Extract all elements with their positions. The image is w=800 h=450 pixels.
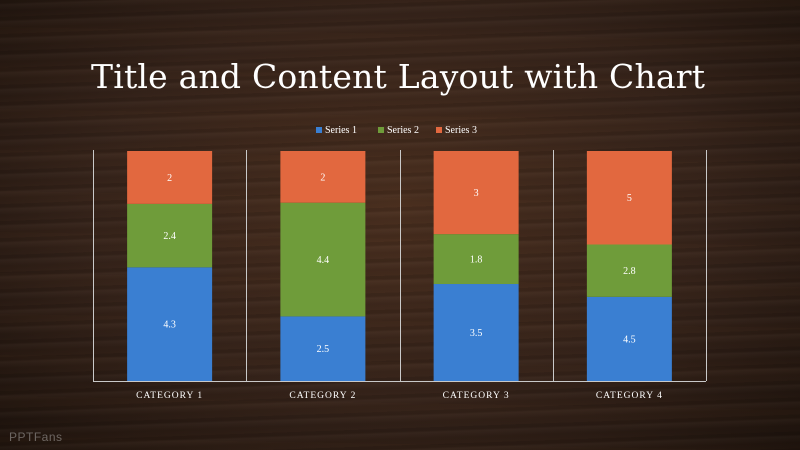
watermark-logo: PPTFans <box>9 430 63 444</box>
bar-series-3-category-3 <box>433 151 519 235</box>
category-label: CATEGORY 1 <box>136 391 203 401</box>
bar-series-2-category-4 <box>586 244 672 297</box>
data-label-series-3-category-3: 3 <box>474 188 479 199</box>
data-label-series-1-category-4: 4.5 <box>623 334 636 345</box>
data-label-series-1-category-1: 4.3 <box>163 320 176 331</box>
legend-swatch-series-2 <box>378 127 384 133</box>
legend-label-series-1: Series 1 <box>325 125 357 136</box>
bar-series-3-category-1 <box>127 151 213 204</box>
chart-legend: Series 1 Series 2 Series 3 <box>316 125 477 136</box>
bar-series-2-category-1 <box>127 203 213 268</box>
bar-series-1-category-4 <box>586 296 672 381</box>
bar-series-1-category-3 <box>433 284 519 381</box>
data-label-series-2-category-4: 2.8 <box>623 266 636 277</box>
bars <box>127 151 672 381</box>
category-dividers <box>93 150 707 382</box>
data-label-series-1-category-2: 2.5 <box>317 344 330 355</box>
bar-series-1-category-1 <box>127 267 213 381</box>
data-labels: 4.3 2.4 2 2.5 4.4 2 3.5 1.8 3 4.5 2.8 5 <box>163 172 635 355</box>
legend-swatch-series-1 <box>316 127 322 133</box>
data-label-series-2-category-1: 2.4 <box>163 231 176 242</box>
category-label: CATEGORY 3 <box>443 391 510 401</box>
category-label: CATEGORY 4 <box>596 391 663 401</box>
bar-series-2-category-3 <box>433 234 519 285</box>
data-label-series-2-category-3: 1.8 <box>470 255 483 266</box>
category-label: CATEGORY 2 <box>289 391 356 401</box>
legend-label-series-3: Series 3 <box>445 125 477 136</box>
data-label-series-3-category-2: 2 <box>320 172 325 183</box>
category-labels: CATEGORY 1 CATEGORY 2 CATEGORY 3 CATEGORY 4 <box>136 391 663 401</box>
data-label-series-3-category-4: 5 <box>627 193 632 204</box>
slide-title: Title and Content Layout with Chart <box>91 57 706 96</box>
bar-series-2-category-2 <box>280 202 366 317</box>
data-label-series-2-category-2: 4.4 <box>317 255 330 266</box>
data-label-series-3-category-1: 2 <box>167 173 172 184</box>
bar-series-3-category-4 <box>586 151 672 245</box>
bar-series-1-category-2 <box>280 316 366 381</box>
bar-series-3-category-2 <box>280 151 366 203</box>
legend-swatch-series-3 <box>436 127 442 133</box>
data-label-series-1-category-3: 3.5 <box>470 328 483 339</box>
legend-label-series-2: Series 2 <box>387 125 419 136</box>
